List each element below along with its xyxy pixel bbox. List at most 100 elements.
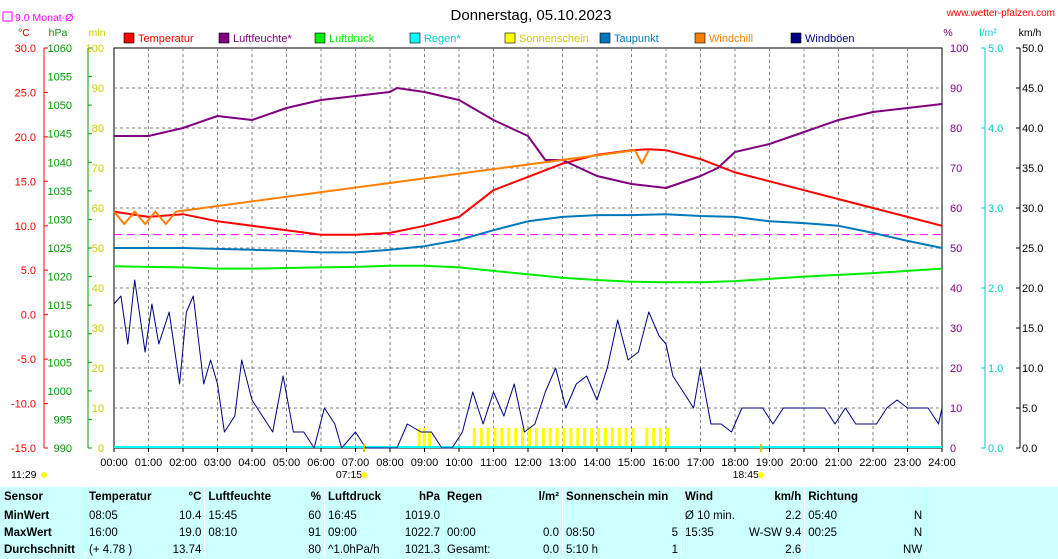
sun-time [562,507,632,524]
sunmin-tick-label: 50 [92,243,104,255]
sunshine-bar [652,428,656,448]
x-tick-label: 22:00 [859,457,887,469]
pressure-tick-label: 1010 [48,329,72,341]
x-tick-label: 17:00 [687,457,715,469]
axes-group: 30.0 25.0 20.0 15.0 10.0 5.0 0.0 -5.0 -10.0 -15.0… [11,27,1044,455]
wind-time: Ø 10 min. [681,507,747,524]
pressure-value: 1022.7 [404,526,441,539]
wind-tick-label: 35.0 [1022,163,1043,175]
series-line-windböen [113,279,943,449]
wind-value: 2.2 [785,509,802,522]
sunshine-bar [541,428,545,448]
rain-value [512,507,563,524]
direction-time [804,541,870,558]
stats-header-row: Sensor Temperatur °C Luftfeuchte % Luftd… [1,487,1057,507]
direction-value: N [913,509,923,522]
x-tick-label: 24:00 [928,457,956,469]
pressure-tick-label: 1050 [48,100,72,112]
plot-grid [114,48,942,448]
humidity-tick-label: 80 [950,123,962,135]
temp-time: 08:05 [85,507,155,524]
source-link[interactable]: www.wetter-pfalzen.com [946,8,1055,19]
x-tick-label: 06:00 [307,457,335,469]
pressure-value: 1019.0 [404,509,441,522]
pressure-time: 09:00 [324,524,394,541]
header-direction: Richtung [804,487,870,507]
sunshine-bar [528,428,531,448]
rain-time: Gesamt: [443,541,513,558]
temp-tick-label: 5.0 [21,265,36,277]
humidity-tick-label: 90 [950,83,962,95]
sunmin-tick-label: 70 [92,163,104,175]
temp-time: (+ 4.78 ) [85,541,155,558]
sunset-label: 18:45 [733,469,759,481]
stats-filler [925,507,1057,524]
sunshine-bar [562,428,566,448]
pressure-time: ^1.0hPa/h [324,541,394,558]
row-label: MinWert [4,509,50,522]
temp-tick-label: 15.0 [15,176,36,188]
header-temperature: Temperatur [85,487,155,507]
sunshine-bar [493,428,497,448]
x-tick-label: 21:00 [825,457,853,469]
sun-time: 08:50 [562,524,632,541]
weather-chart: Donnerstag, 05.10.2023 www.wetter-pfalze… [2,7,1055,481]
temp-unit-label: °C [18,27,30,39]
sunshine-bar [569,428,573,448]
sunmin-tick-label: 60 [92,203,104,215]
sunshine-bar [534,428,538,448]
direction-value: NW [903,543,923,556]
stats-row-min: MinWert 08:05 10.4 15:45 60 16:45 1019.0… [1,507,1057,524]
x-tick-label: 01:00 [135,457,163,469]
sunmin-unit-label: min [89,27,106,39]
series-group [113,87,943,449]
header-temp-unit: °C [188,491,202,503]
chart-legend: Temperatur Luftfeuchte* Luftdruck Regen* Son… [123,32,855,45]
legend-label: Luftfeuchte* [233,33,292,45]
wind-tick-label: 45.0 [1022,83,1043,95]
x-tick-label: 03:00 [204,457,232,469]
x-tick-label: 16:00 [652,457,680,469]
humidity-tick-label: 0 [950,443,956,455]
sunset-icon [757,472,764,478]
series-line-temperatur [113,148,943,236]
wind-time: 15:35 [681,524,747,541]
temp-tick-label: 20.0 [15,132,36,144]
sun-value: 1 [671,543,679,556]
humidity-tick-label: 50 [950,243,962,255]
x-tick-label: 18:00 [721,457,749,469]
rain-time: 00:00 [443,524,513,541]
sunshine-bar [631,428,635,448]
pressure-tick-label: 1060 [48,43,72,55]
legend-swatch [123,32,135,44]
x-tick-label: 05:00 [273,457,301,469]
rain-unit-label: l/m² [979,27,997,39]
x-axis-ticks: 00:00 01:00 02:00 03:00 04:00 05:00 06:00 07:00… [11,444,956,481]
legend-label: Windchill [709,33,753,45]
x-tick-label: 07:00 [342,457,370,469]
legend-item: Luftdruck [314,32,375,45]
pressure-value: 1021.3 [404,543,441,556]
series-line-taupunkt [114,213,943,254]
row-label: MaxWert [4,526,52,539]
sunshine-bar [666,428,669,448]
legend-label: Taupunkt [614,33,659,45]
series-line-windchill [113,149,650,225]
wind-tick-label: 30.0 [1022,203,1043,215]
header-direction-value [869,487,926,507]
x-tick-label: 11:00 [480,457,507,469]
sunrise-label: 07:15 [336,469,362,481]
sunmin-tick-label: 0 [98,443,104,455]
pressure-tick-label: 990 [54,443,72,455]
sun-time: 5:10 h [562,541,632,558]
wind-tick-label: 10.0 [1022,363,1043,375]
x-tick-label: 15:00 [618,457,646,469]
x-tick-label: 10:00 [445,457,473,469]
legend-item: Sonnenschein [504,32,589,45]
sunshine-bar [603,428,607,448]
sunshine-bar [417,428,421,448]
temp-tick-label: -15.0 [11,443,36,455]
humidity-tick-label: 40 [950,283,962,295]
legend-label: Sonnenschein [519,33,589,45]
header-rain-unit: l/m² [538,491,560,503]
